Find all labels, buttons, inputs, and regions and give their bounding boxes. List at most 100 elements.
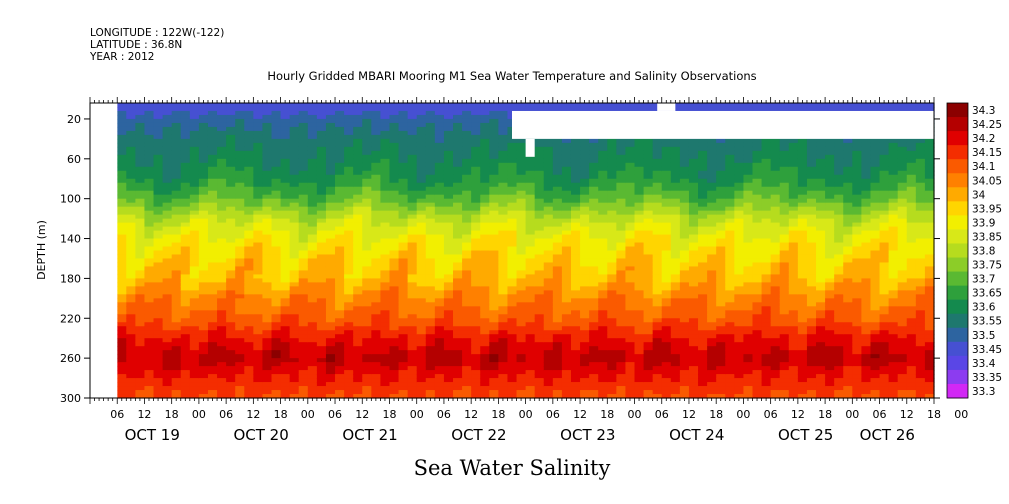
- data-cell: [453, 306, 463, 311]
- data-cell: [598, 334, 608, 339]
- data-cell: [316, 118, 327, 124]
- data-cell: [707, 342, 717, 347]
- data-cell: [462, 318, 472, 323]
- data-cell: [453, 130, 463, 136]
- data-cell: [126, 274, 136, 280]
- data-cell: [634, 254, 645, 260]
- data-cell: [707, 310, 717, 315]
- data-cell: [480, 262, 490, 268]
- data-cell: [362, 262, 372, 268]
- data-cell: [126, 346, 136, 351]
- data-cell: [380, 103, 391, 108]
- data-cell: [425, 106, 436, 112]
- data-cell: [371, 374, 382, 379]
- data-cell: [570, 154, 581, 160]
- data-cell: [344, 370, 354, 375]
- data-cell: [280, 302, 291, 307]
- data-cell: [471, 322, 481, 327]
- data-cell: [552, 282, 563, 287]
- data-cell: [117, 142, 127, 148]
- data-cell: [307, 126, 318, 132]
- data-cell: [398, 270, 409, 276]
- data-cell: [643, 306, 654, 311]
- data-cell: [144, 150, 155, 156]
- data-cell: [280, 318, 291, 323]
- data-cell: [289, 358, 300, 363]
- data-cell: [262, 226, 273, 232]
- data-cell: [498, 230, 509, 236]
- data-cell: [171, 186, 182, 192]
- data-cell: [462, 274, 472, 280]
- data-cell: [253, 314, 264, 319]
- data-cell: [707, 190, 717, 196]
- data-cell: [162, 146, 173, 152]
- data-cell: [607, 210, 617, 216]
- data-cell: [661, 326, 672, 331]
- data-cell: [561, 358, 572, 363]
- data-cell: [462, 346, 472, 351]
- data-cell: [353, 362, 363, 367]
- data-cell: [462, 266, 472, 272]
- data-cell: [362, 142, 372, 148]
- data-cell: [325, 122, 336, 128]
- data-cell: [471, 170, 481, 176]
- data-cell: [589, 166, 599, 172]
- data-cell: [552, 146, 563, 152]
- data-cell: [162, 322, 173, 327]
- data-cell: [262, 106, 273, 112]
- data-cell: [189, 306, 200, 311]
- data-cell: [698, 174, 708, 180]
- data-cell: [325, 322, 336, 327]
- data-cell: [443, 290, 454, 295]
- data-cell: [580, 146, 590, 152]
- data-cell: [534, 234, 545, 240]
- data-cell: [543, 230, 554, 236]
- data-cell: [607, 274, 617, 280]
- data-cell: [371, 234, 382, 240]
- data-cell: [516, 362, 527, 367]
- data-cell: [307, 314, 318, 319]
- data-cell: [171, 226, 182, 232]
- data-cell: [217, 162, 227, 168]
- data-cell: [625, 386, 636, 391]
- data-cell: [307, 298, 318, 303]
- data-cell: [589, 158, 599, 164]
- data-cell: [189, 366, 200, 371]
- data-cell: [616, 378, 627, 383]
- data-cell: [271, 234, 282, 240]
- data-cell: [180, 394, 191, 399]
- data-cell: [398, 390, 409, 395]
- data-cell: [271, 158, 282, 164]
- data-cell: [117, 374, 127, 379]
- data-cell: [226, 378, 236, 383]
- data-cell: [398, 374, 409, 379]
- data-cell: [443, 382, 454, 387]
- data-cell: [580, 222, 590, 228]
- data-cell: [580, 234, 590, 240]
- data-cell: [679, 386, 690, 391]
- data-cell: [398, 262, 409, 268]
- data-cell: [462, 146, 472, 152]
- data-cell: [144, 366, 155, 371]
- data-cell: [235, 314, 245, 319]
- data-cell: [398, 214, 409, 220]
- data-cell: [289, 186, 300, 192]
- data-cell: [298, 350, 309, 355]
- data-cell: [698, 258, 708, 264]
- data-cell: [534, 386, 545, 391]
- data-cell: [552, 154, 563, 160]
- data-cell: [126, 282, 136, 287]
- data-cell: [462, 322, 472, 327]
- data-cell: [280, 190, 291, 196]
- data-cell: [561, 150, 572, 156]
- data-cell: [434, 122, 445, 128]
- data-cell: [652, 318, 663, 323]
- data-cell: [625, 294, 636, 299]
- data-cell: [443, 194, 454, 200]
- data-cell: [434, 170, 445, 176]
- data-cell: [716, 286, 726, 291]
- data-cell: [480, 318, 490, 323]
- data-cell: [443, 266, 454, 272]
- data-cell: [670, 266, 681, 272]
- data-cell: [698, 190, 708, 196]
